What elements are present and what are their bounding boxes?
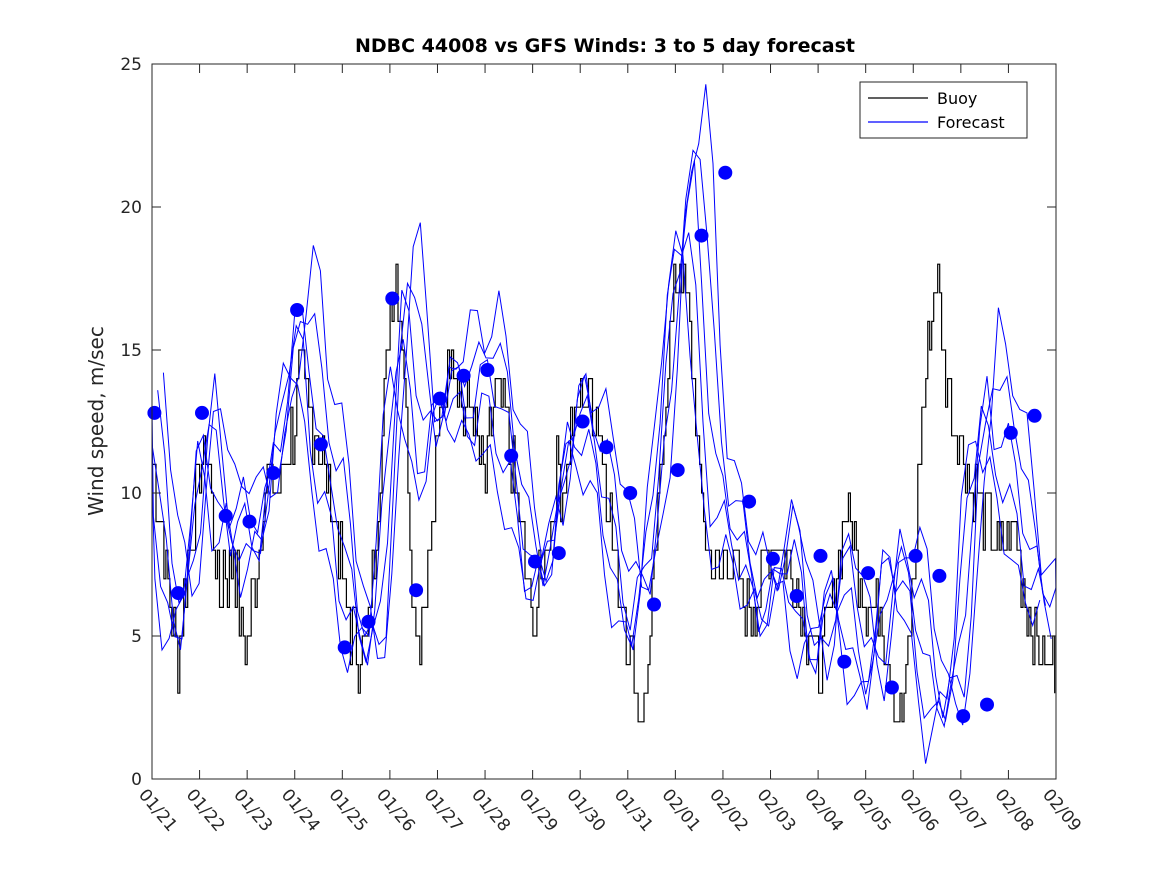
forecast-point <box>195 405 209 420</box>
forecast-point <box>956 709 971 724</box>
forecast-point <box>432 391 447 406</box>
forecast-point <box>480 363 495 377</box>
forecast-point <box>861 566 876 581</box>
forecast-point <box>694 228 709 243</box>
forecast-point <box>908 548 923 563</box>
forecast-point <box>385 291 400 306</box>
y-tick-label: 10 <box>120 484 142 504</box>
forecast-point <box>337 640 352 655</box>
legend: Buoy Forecast <box>859 81 1028 139</box>
forecast-point <box>528 554 542 569</box>
y-tick-label: 5 <box>131 627 142 647</box>
forecast-point <box>742 494 757 509</box>
forecast-point <box>409 583 424 598</box>
forecast-point <box>1003 425 1018 440</box>
y-tick-label: 25 <box>120 55 142 75</box>
y-tick-label: 0 <box>131 770 142 790</box>
forecast-point <box>290 303 305 317</box>
forecast-point <box>361 614 376 629</box>
forecast-point <box>266 466 281 480</box>
forecast-run-line <box>157 149 1057 718</box>
forecast-point <box>456 368 471 383</box>
forecast-point <box>670 463 685 478</box>
forecast-point <box>575 414 590 429</box>
forecast-point <box>504 448 519 463</box>
y-tick-label: 15 <box>120 341 142 361</box>
forecast-point <box>980 697 994 712</box>
y-tick-label: 20 <box>120 198 142 218</box>
forecast-point <box>599 440 614 455</box>
forecast-point <box>218 508 233 523</box>
forecast-point <box>1027 408 1042 423</box>
forecast-point <box>147 405 162 420</box>
forecast-point <box>171 586 186 601</box>
forecast-point <box>313 437 328 452</box>
forecast-point <box>837 654 852 669</box>
forecast-point <box>813 548 828 563</box>
forecast-point <box>242 514 257 529</box>
forecast-point <box>884 680 899 695</box>
forecast-point <box>932 568 947 583</box>
legend-box <box>859 81 1028 139</box>
legend-forecast-label: Forecast <box>937 113 1005 132</box>
forecast-point <box>623 486 638 500</box>
y-axis: 0 5 10 15 20 25 <box>120 55 1056 790</box>
axes-box <box>151 63 1057 780</box>
forecast-point <box>647 597 661 612</box>
chart-title: NDBC 44008 vs GFS Winds: 3 to 5 day fore… <box>355 35 855 57</box>
y-axis-label: Wind speed, m/sec <box>84 326 108 516</box>
forecast-point <box>718 165 733 180</box>
forecast-point <box>765 551 780 566</box>
forecast-point <box>789 589 804 603</box>
forecast-point <box>551 546 566 561</box>
buoy-series-line <box>152 263 1056 723</box>
plot-area <box>147 84 1057 764</box>
legend-buoy-label: Buoy <box>937 89 977 108</box>
